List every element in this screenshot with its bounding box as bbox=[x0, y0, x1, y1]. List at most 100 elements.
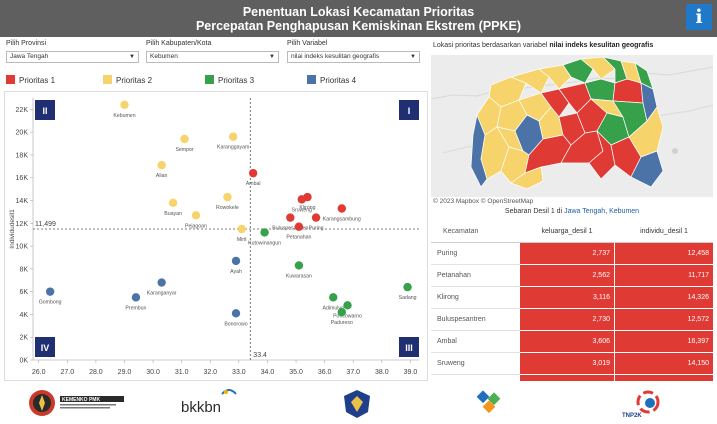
data-point[interactable] bbox=[248, 168, 258, 178]
table-row[interactable]: Klirong 3,116 14,326 bbox=[431, 287, 713, 309]
data-point[interactable] bbox=[337, 204, 346, 213]
map-district[interactable] bbox=[630, 150, 664, 188]
y-tick-label: 20K bbox=[16, 130, 29, 137]
map-district[interactable] bbox=[612, 78, 644, 104]
data-point[interactable] bbox=[157, 278, 166, 287]
data-point[interactable] bbox=[157, 161, 166, 170]
legend-item-prioritas-3[interactable]: Prioritas 3 bbox=[205, 75, 254, 85]
legend-item-prioritas-2[interactable]: Prioritas 2 bbox=[103, 75, 152, 85]
map-district[interactable] bbox=[538, 64, 572, 90]
choropleth-map[interactable] bbox=[431, 55, 713, 197]
cell-kecamatan: Ambal bbox=[437, 338, 457, 345]
data-point[interactable] bbox=[294, 261, 304, 270]
x-tick-label: 34.0 bbox=[261, 369, 275, 376]
data-point[interactable] bbox=[191, 211, 201, 220]
scatter-chart[interactable]: 0K 2K 4K 6K 8K 10K 12K 14K 16K 18K 20K 22K 26.0 27.0 2… bbox=[5, 92, 427, 380]
kemenko-pmk-subline bbox=[60, 404, 116, 406]
data-point[interactable] bbox=[294, 222, 304, 231]
table-title-city: Kebumen bbox=[609, 208, 640, 215]
y-tick-label: 16K bbox=[16, 175, 29, 182]
map-attribution: © 2023 Mapbox © OpenStreetMap bbox=[433, 198, 534, 205]
column-header-individu[interactable]: individu_desil 1 bbox=[640, 228, 688, 235]
reference-line-x-label: 33.4 bbox=[253, 352, 267, 359]
row-divider bbox=[431, 264, 520, 265]
data-point[interactable] bbox=[311, 213, 321, 222]
bkkbn-arc bbox=[221, 389, 237, 395]
quadrant-label: IV bbox=[41, 343, 50, 353]
x-tick-label: 33.0 bbox=[232, 369, 246, 376]
data-point[interactable] bbox=[228, 132, 238, 141]
data-point[interactable] bbox=[329, 293, 338, 302]
y-tick-label: 8K bbox=[19, 266, 28, 273]
cell-kecamatan: Sruweng bbox=[437, 360, 465, 367]
cell-keluarga: 2,737 bbox=[520, 243, 614, 264]
map-district[interactable] bbox=[510, 166, 544, 190]
cell-kecamatan: Puring bbox=[437, 250, 458, 257]
data-point[interactable] bbox=[45, 287, 55, 296]
cell-keluarga: 3,019 bbox=[520, 353, 614, 374]
map-coast-line bbox=[431, 66, 713, 100]
point-label: Puring bbox=[309, 226, 324, 232]
data-point[interactable] bbox=[231, 309, 241, 318]
x-tick-label: 37.0 bbox=[346, 369, 360, 376]
data-point[interactable] bbox=[231, 256, 241, 266]
cell-individu: 12,572 bbox=[615, 309, 713, 330]
data-point[interactable] bbox=[286, 213, 295, 222]
data-point[interactable] bbox=[343, 301, 352, 310]
data-point[interactable] bbox=[131, 293, 141, 302]
data-point[interactable] bbox=[223, 192, 232, 202]
x-tick-label: 39.0 bbox=[404, 369, 418, 376]
bkkbn-dot bbox=[224, 390, 228, 394]
y-tick-label: 18K bbox=[16, 152, 29, 159]
filter-kabupaten: Pilih Kabupaten/Kota Kebumen ▼ bbox=[146, 40, 279, 63]
table-row[interactable]: Buluspesantren 2,730 12,572 bbox=[431, 309, 713, 331]
map-district[interactable] bbox=[580, 56, 616, 80]
legend-item-prioritas-1[interactable]: Prioritas 1 bbox=[6, 75, 55, 85]
info-icon[interactable]: i bbox=[686, 4, 712, 30]
table-row[interactable]: Ambal 3,606 16,397 bbox=[431, 331, 713, 353]
kabupaten-select[interactable]: Kebumen ▼ bbox=[146, 51, 279, 63]
row-divider bbox=[431, 286, 520, 287]
legend-label: Prioritas 1 bbox=[19, 76, 56, 85]
variabel-select[interactable]: nilai indeks kesulitan geografis ▼ bbox=[287, 51, 420, 63]
point-label: Rowokele bbox=[216, 205, 239, 211]
table-row[interactable]: Karangsambung2,88613,349 bbox=[431, 375, 713, 381]
table-row[interactable]: Petanahan 2,562 11,717 bbox=[431, 265, 713, 287]
quadrant-label: III bbox=[405, 343, 413, 353]
point-label: Buayan bbox=[164, 211, 182, 217]
map-district[interactable] bbox=[540, 88, 570, 118]
map-district[interactable] bbox=[509, 68, 550, 94]
legend-label: Prioritas 2 bbox=[116, 76, 153, 85]
point-label: Klirong bbox=[299, 205, 315, 211]
data-point[interactable] bbox=[237, 224, 246, 234]
x-tick-label: 36.0 bbox=[318, 369, 332, 376]
y-tick-label: 4K bbox=[19, 312, 28, 319]
column-header-keluarga[interactable]: keluarga_desil 1 bbox=[541, 228, 593, 235]
column-header-kecamatan[interactable]: Kecamatan bbox=[443, 228, 479, 235]
filter-kabupaten-label: Pilih Kabupaten/Kota bbox=[146, 40, 212, 47]
data-point[interactable] bbox=[260, 228, 269, 237]
table-row[interactable]: Puring 2,737 12,458 bbox=[431, 243, 713, 265]
legend-item-prioritas-4[interactable]: Prioritas 4 bbox=[307, 75, 356, 85]
cell-keluarga: 2,886 bbox=[520, 375, 614, 381]
data-point[interactable] bbox=[180, 134, 189, 144]
table-row[interactable]: Sruweng 3,019 14,150 bbox=[431, 353, 713, 375]
map-canvas[interactable] bbox=[431, 55, 713, 197]
data-point[interactable] bbox=[297, 195, 306, 204]
y-tick-label: 12K bbox=[16, 221, 29, 228]
point-label: Ayah bbox=[230, 269, 242, 275]
data-point[interactable] bbox=[403, 282, 412, 292]
provinsi-select[interactable]: Jawa Tengah ▼ bbox=[6, 51, 139, 63]
map-district[interactable] bbox=[562, 58, 594, 84]
data-point[interactable] bbox=[168, 198, 178, 207]
data-point[interactable] bbox=[337, 307, 346, 317]
row-divider bbox=[431, 308, 520, 309]
bps-block-blue bbox=[476, 390, 490, 404]
data-point[interactable] bbox=[120, 100, 129, 110]
filter-variabel-label: Pilih Variabel bbox=[287, 40, 328, 47]
row-divider bbox=[431, 352, 520, 353]
table-header-row: Kecamatan keluarga_desil 1 individu_desi… bbox=[431, 221, 713, 243]
point-label: Alian bbox=[156, 173, 168, 179]
cell-keluarga: 3,606 bbox=[520, 331, 614, 352]
y-tick-label: 10K bbox=[16, 244, 29, 251]
